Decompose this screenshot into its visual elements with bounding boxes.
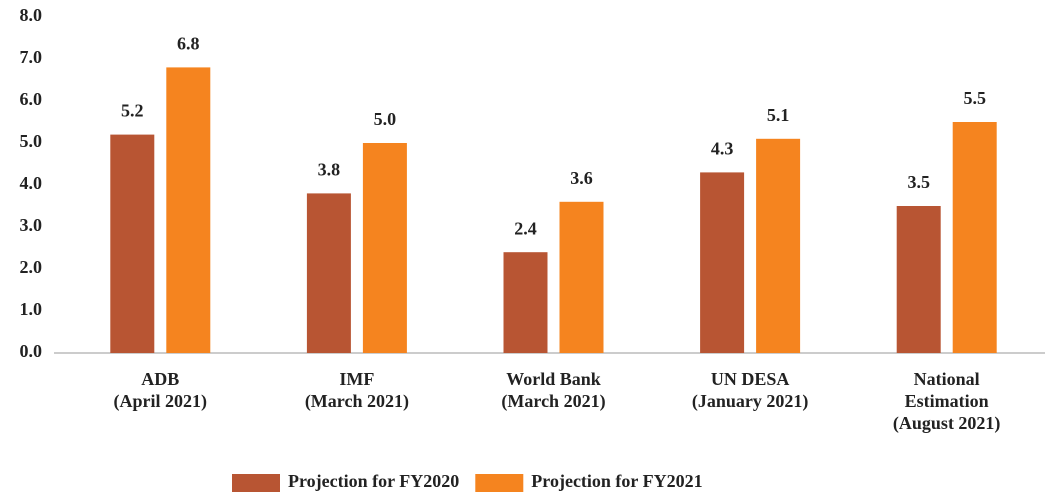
bar xyxy=(362,143,407,353)
x-tick-label: IMF (March 2021) xyxy=(304,369,409,411)
y-tick-label: 5.0 xyxy=(20,131,43,151)
bar xyxy=(306,193,351,353)
y-tick-label: 6.0 xyxy=(20,89,43,109)
y-tick-label: 1.0 xyxy=(20,299,43,319)
y-tick-label: 4.0 xyxy=(20,173,43,193)
data-label: 5.1 xyxy=(767,105,790,125)
data-label: 2.4 xyxy=(514,218,537,238)
bar xyxy=(110,134,155,353)
data-label: 3.8 xyxy=(318,160,341,180)
legend-swatch xyxy=(232,474,280,492)
x-tick-label: ADB (April 2021) xyxy=(113,369,208,411)
bar xyxy=(952,122,997,353)
y-tick-label: 3.0 xyxy=(20,215,43,235)
bar xyxy=(166,67,211,354)
data-label: 6.8 xyxy=(177,34,200,54)
bar xyxy=(503,252,548,353)
y-tick-label: 2.0 xyxy=(20,257,43,277)
x-tick-label: World Bank (March 2021) xyxy=(501,369,606,411)
y-tick-label: 7.0 xyxy=(20,47,43,67)
y-tick-label: 0.0 xyxy=(20,341,43,361)
bar xyxy=(700,172,745,353)
bar xyxy=(559,201,604,353)
legend-swatch xyxy=(475,474,524,492)
bar xyxy=(756,138,801,353)
bar xyxy=(896,206,941,353)
data-label: 5.5 xyxy=(963,88,986,108)
data-label: 3.6 xyxy=(570,168,593,188)
data-label: 5.2 xyxy=(121,101,144,121)
legend-label: Projection for FY2020 xyxy=(288,471,459,491)
data-label: 4.3 xyxy=(711,139,734,159)
data-label: 5.0 xyxy=(374,109,397,129)
y-tick-label: 8.0 xyxy=(20,5,43,25)
data-label: 3.5 xyxy=(907,172,930,192)
legend-label: Projection for FY2021 xyxy=(531,471,702,491)
x-tick-label: UN DESA (January 2021) xyxy=(691,369,809,411)
x-tick-label: National Estimation (August 2021) xyxy=(892,369,1001,433)
